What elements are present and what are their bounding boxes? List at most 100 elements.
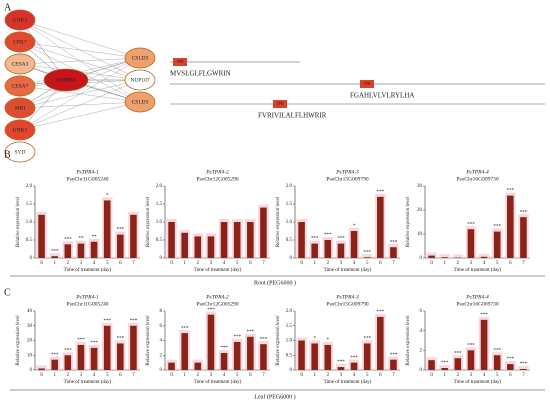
bar	[260, 207, 267, 258]
significance-label: ***	[480, 313, 488, 318]
bar	[247, 336, 254, 370]
chart-subtitle: PsoChr12G005290	[196, 301, 238, 307]
x-tick-label: 1	[53, 373, 56, 378]
significance-label: ***	[51, 353, 59, 358]
x-tick-label: 3	[210, 261, 213, 266]
x-tick-label: 4	[223, 373, 226, 378]
significance-label: ***	[77, 338, 85, 343]
x-tick-label: 0	[300, 373, 303, 378]
bar	[38, 214, 45, 258]
node-label: SYD	[14, 149, 25, 155]
x-tick-label: 7	[392, 373, 395, 378]
significance-label: ***	[130, 319, 138, 324]
y-axis-label: Relative expression level	[406, 196, 411, 247]
y-tick-label: 1.0	[286, 339, 293, 344]
x-axis-label: Time of treatment (day)	[324, 380, 372, 385]
y-tick-label: 0.5	[26, 238, 33, 243]
y-tick-label: 2	[160, 353, 163, 358]
significance-label: *	[106, 194, 109, 199]
x-axis-label: Time of treatment (day)	[194, 268, 242, 273]
bar	[168, 362, 175, 370]
y-tick-label: 0	[290, 368, 293, 373]
x-tick-label: 7	[262, 261, 265, 266]
significance-label: ***	[493, 225, 501, 230]
significance-label: ***	[467, 222, 475, 227]
bar	[64, 244, 72, 258]
y-tick-label: 0	[160, 256, 163, 261]
significance-label: ***	[181, 326, 189, 331]
edge	[19, 19, 141, 59]
significance-label: ***	[377, 190, 385, 195]
significance-label: ***	[90, 341, 98, 346]
x-tick-label: 3	[80, 373, 83, 378]
bar	[480, 319, 488, 370]
bar-halo	[439, 254, 450, 258]
bar	[390, 359, 397, 370]
y-tick-label: 6	[160, 324, 163, 329]
x-tick-label: 2	[197, 373, 200, 378]
y-tick-label: 1.5	[26, 202, 33, 207]
x-tick-label: 1	[443, 261, 446, 266]
x-tick-label: 0	[300, 261, 303, 266]
significance-label: ***	[51, 249, 59, 254]
significance-label: **	[92, 235, 98, 240]
node	[4, 141, 36, 163]
significance-label: *	[313, 337, 316, 342]
bar	[298, 340, 305, 370]
y-tick-label: 40	[27, 309, 33, 314]
bar	[181, 333, 188, 370]
x-tick-label: 6	[249, 373, 252, 378]
chart-title: PsTPR4-2	[205, 168, 229, 175]
bar-halo	[49, 253, 60, 258]
bar	[220, 353, 228, 370]
bar	[194, 236, 202, 258]
bar-halo	[439, 365, 450, 370]
motif-sequence: MVSLGLFLGWRIN	[170, 70, 231, 78]
x-tick-label: 1	[53, 261, 56, 266]
bar	[38, 368, 45, 370]
x-tick-label: 7	[132, 373, 135, 378]
x-tick-label: 1	[313, 373, 316, 378]
x-tick-label: 6	[119, 373, 122, 378]
bar	[77, 344, 85, 370]
x-tick-label: 4	[483, 261, 486, 266]
bar	[454, 358, 462, 370]
y-axis-label: Relative expression level	[146, 315, 151, 366]
y-tick-label: 0.5	[286, 238, 293, 243]
node-label: CESA3	[12, 61, 29, 67]
bar	[363, 343, 371, 370]
significance-label: ***	[233, 335, 241, 340]
significance-label: **	[78, 237, 84, 242]
x-tick-label: 4	[93, 261, 96, 266]
y-tick-label: 10	[27, 353, 33, 358]
y-tick-label: 2.0	[26, 184, 33, 189]
x-axis-label: Time of treatment (day)	[64, 268, 112, 273]
x-tick-label: 5	[496, 373, 499, 378]
bar-halo	[452, 254, 464, 258]
bar	[467, 350, 475, 370]
significance-label: ***	[507, 189, 515, 194]
y-axis-label: Relative expression level	[16, 315, 21, 366]
y-tick-label: 10	[417, 232, 423, 237]
x-tick-label: 1	[443, 373, 446, 378]
node-label: CPK7	[13, 39, 27, 45]
y-tick-label: 1.0	[286, 220, 293, 225]
significance-label: ***	[337, 237, 345, 242]
chart-subtitle: PsoChr11G005240	[67, 176, 109, 182]
y-axis-label: Relative expression level	[406, 315, 411, 366]
edge	[19, 41, 141, 59]
bar	[324, 240, 332, 258]
y-tick-label: 6	[420, 309, 423, 314]
x-tick-label: 5	[496, 261, 499, 266]
bar	[507, 195, 514, 258]
bar	[207, 236, 215, 258]
chart-subtitle: PsoChr12G005290	[196, 176, 238, 182]
y-tick-label: 1.5	[156, 202, 163, 207]
chart-title: PsTPR4-4	[465, 293, 489, 300]
x-tick-label: 0	[40, 373, 43, 378]
bar	[260, 344, 267, 370]
x-tick-label: 3	[340, 261, 343, 266]
chart-title: PsTPR4-1	[75, 293, 99, 300]
node	[124, 91, 156, 113]
